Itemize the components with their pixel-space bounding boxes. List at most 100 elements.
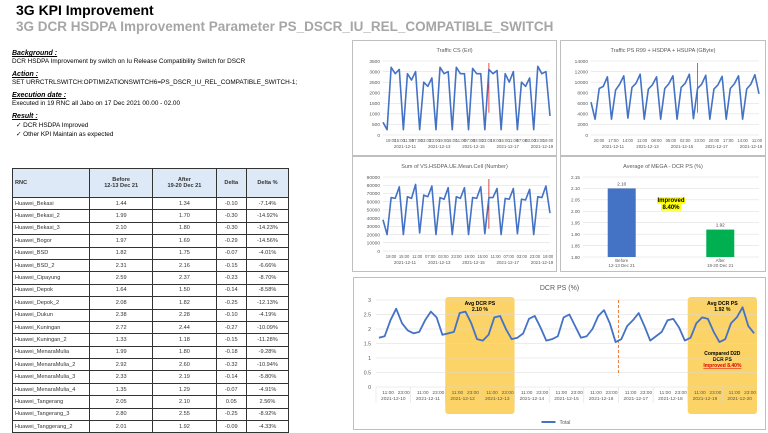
table-cell: 2.55 <box>152 407 217 422</box>
x-tick-label: 03:00 <box>517 254 528 259</box>
x-hour-label: 23:00 <box>467 390 479 396</box>
table-cell: -0.10 <box>215 308 247 322</box>
table-row: Huawei_Dukun 2.38 2.28 -0.10 -4.19% <box>12 308 290 322</box>
x-date-label: 2021-12-14 <box>520 396 545 402</box>
table-cell: 2.59 <box>88 271 154 285</box>
x-date-label: 2021-12-11 <box>394 144 417 149</box>
y-tick-label: 2 <box>368 327 371 333</box>
table-cell: 2.01 <box>88 420 154 433</box>
x-tick-label: 02:00 <box>680 138 691 143</box>
compare-note: Compared D2D <box>704 351 741 357</box>
table-cell: -8.70% <box>245 271 290 285</box>
table-cell: -5.80% <box>245 370 290 384</box>
table-row: Huawei_MenaraMulia_4 1.35 1.29 -0.07 -4.91% <box>12 382 290 397</box>
highlight-value: 2.10 % <box>472 307 489 313</box>
series-line <box>382 183 551 236</box>
x-hour-label: 23:00 <box>709 390 721 396</box>
x-tick-label: 20:00 <box>594 138 605 143</box>
table-cell: 2.31 <box>88 258 154 273</box>
y-tick-label: 10000 <box>367 241 381 247</box>
table-cell: Huawei_Kuningan <box>12 320 90 335</box>
x-hour-label: 11:00 <box>694 390 706 396</box>
y-tick-label: 500 <box>372 122 380 128</box>
table-cell: 1.35 <box>88 382 154 397</box>
action-label: Action : <box>12 71 39 78</box>
table-cell: -0.23 <box>215 271 247 285</box>
rnc-table: RNC Before 12-13 Dec 21 After 19-20 Dec 21 De… <box>12 168 290 433</box>
y-tick-label: 2.05 <box>571 198 580 203</box>
table-cell: Huawei_Tanggerang_2 <box>12 420 90 433</box>
table-cell: 2.08 <box>88 296 154 310</box>
table-cell: 1.92 <box>152 420 217 433</box>
y-tick-label: 30000 <box>367 224 381 230</box>
table-cell: Huawei_Depok_2 <box>12 296 90 310</box>
table-cell: 2.33 <box>88 370 154 384</box>
table-cell: -0.25 <box>215 407 247 422</box>
y-tick-label: 1500 <box>369 101 380 107</box>
background-label: Background : <box>12 50 58 57</box>
table-cell: 2.56% <box>245 395 290 409</box>
y-tick-label: 70000 <box>367 191 381 197</box>
table-cell: 1.80 <box>152 221 217 236</box>
x-tick-label: 11:00 <box>752 138 763 143</box>
table-cell: 2.37 <box>152 271 217 285</box>
table-row: Huawei_Tangerang 2.05 2.10 0.05 2.56% <box>12 395 290 409</box>
x-date-label: 2021-12-11 <box>416 396 441 402</box>
x-date-label: 2021-12-10 <box>381 396 406 402</box>
table-cell: Huawei_Bogor <box>12 234 90 248</box>
x-category-label-line: After <box>716 258 726 263</box>
x-tick-label: 07:00 <box>464 138 475 143</box>
table-cell: -8.58% <box>245 283 290 298</box>
x-date-label: 2021-12-19 <box>740 144 763 149</box>
x-tick-label: 17:00 <box>608 138 619 143</box>
x-date-label: 2021-12-15 <box>462 260 485 265</box>
table-cell: -0.14 <box>215 283 247 298</box>
x-tick-label: 23:00 <box>694 138 705 143</box>
info-panel: Background : DCR HSDPA Improvement by sw… <box>12 50 347 138</box>
x-date-label: 2021-12-15 <box>462 144 485 149</box>
bar-data-label: 2.10 <box>617 181 626 186</box>
column-header: Before 12-13 Dec 21 <box>88 168 154 198</box>
x-tick-label: 19:00 <box>438 138 449 143</box>
x-date-label: 2021-12-11 <box>394 260 417 265</box>
x-tick-label: 14:00 <box>622 138 633 143</box>
x-hour-label: 11:00 <box>590 390 602 396</box>
table-row: Huawei_Cipayung 2.59 2.37 -0.23 -8.70% <box>12 271 290 285</box>
table-cell: 1.34 <box>152 196 217 211</box>
x-hour-label: 11:00 <box>625 390 637 396</box>
table-cell: Huawei_Depok <box>12 283 90 298</box>
y-tick-label: 1.85 <box>571 243 580 248</box>
x-date-label: 2021-12-19 <box>693 396 718 402</box>
x-date-label: 2021-12-17 <box>623 396 648 402</box>
table-cell: -0.07 <box>215 246 247 260</box>
table-row: Huawei_Bekasi_2 1.99 1.70 -0.30 -14.92% <box>12 209 290 223</box>
x-hour-label: 11:00 <box>382 390 394 396</box>
y-tick-label: 0.5 <box>364 371 371 377</box>
y-tick-label: 1000 <box>369 112 380 118</box>
y-tick-label: 2.00 <box>571 209 580 214</box>
x-tick-label: 15:00 <box>499 138 510 143</box>
table-cell: Huawei_Bekasi <box>12 196 90 211</box>
y-tick-label: 0 <box>377 249 380 255</box>
x-date-label: 2021-12-15 <box>671 144 694 149</box>
y-tick-label: 0 <box>585 133 588 139</box>
x-hour-label: 11:00 <box>452 390 464 396</box>
chart-title: Traffic CS (Erl) <box>436 48 472 54</box>
x-hour-label: 23:00 <box>571 390 583 396</box>
x-tick-label: 20:00 <box>709 138 720 143</box>
column-header: RNC <box>12 168 90 198</box>
result-item: ✓ DCR HSDPA Improved <box>16 122 89 129</box>
table-cell: -4.01% <box>245 246 290 260</box>
highlight-label: Avg DCR PS <box>707 301 738 307</box>
table-cell: -0.25 <box>215 296 247 310</box>
x-hour-label: 23:00 <box>675 390 687 396</box>
chart-title: Average of MEGA - DCR PS (%) <box>623 164 703 170</box>
y-tick-label: 0 <box>377 133 380 139</box>
table-row: Huawei_MenaraMulia_2 2.92 2.60 -0.32 -10.94% <box>12 358 290 372</box>
x-tick-label: 23:00 <box>429 138 440 143</box>
improved-percent-annotation: 8.40% <box>662 205 680 211</box>
table-cell: -0.18 <box>215 345 247 360</box>
x-date-label: 2021-12-13 <box>428 260 451 265</box>
table-cell: -10.94% <box>245 358 290 372</box>
table-cell: Huawei_Cipayung <box>12 271 90 285</box>
